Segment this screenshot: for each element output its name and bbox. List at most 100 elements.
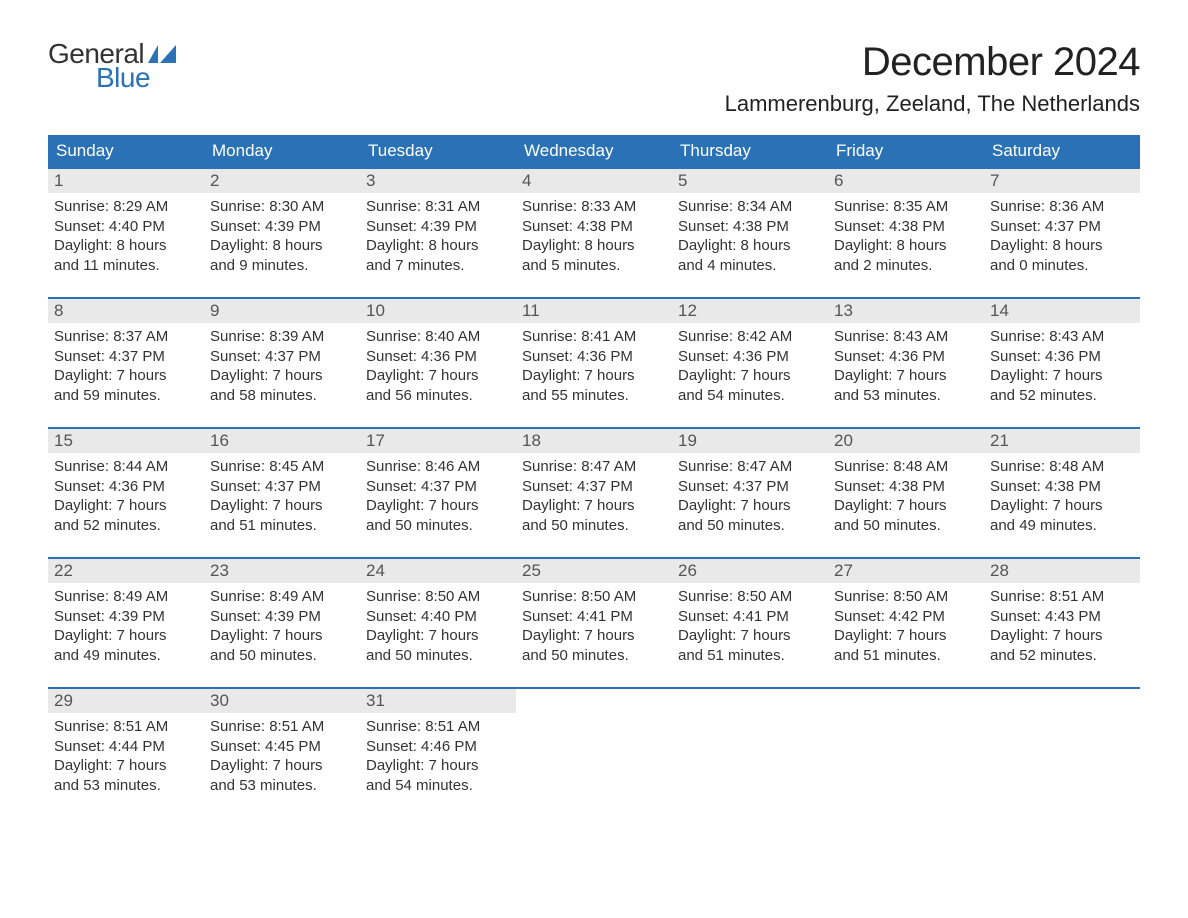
day-sunset: Sunset: 4:39 PM xyxy=(54,607,198,627)
day-cell: 17Sunrise: 8:46 AMSunset: 4:37 PMDayligh… xyxy=(360,429,516,539)
day-body: Sunrise: 8:48 AMSunset: 4:38 PMDaylight:… xyxy=(984,453,1140,535)
day-sunset: Sunset: 4:37 PM xyxy=(678,477,822,497)
day-number: 1 xyxy=(48,169,204,193)
day-body: Sunrise: 8:33 AMSunset: 4:38 PMDaylight:… xyxy=(516,193,672,275)
day-d1: Daylight: 8 hours xyxy=(522,236,666,256)
day-sunset: Sunset: 4:37 PM xyxy=(990,217,1134,237)
day-sunrise: Sunrise: 8:45 AM xyxy=(210,457,354,477)
day-cell: 26Sunrise: 8:50 AMSunset: 4:41 PMDayligh… xyxy=(672,559,828,669)
day-cell: 20Sunrise: 8:48 AMSunset: 4:38 PMDayligh… xyxy=(828,429,984,539)
day-sunset: Sunset: 4:39 PM xyxy=(366,217,510,237)
day-number: 21 xyxy=(984,429,1140,453)
day-body: Sunrise: 8:45 AMSunset: 4:37 PMDaylight:… xyxy=(204,453,360,535)
day-d1: Daylight: 8 hours xyxy=(210,236,354,256)
day-number: 30 xyxy=(204,689,360,713)
day-sunrise: Sunrise: 8:48 AM xyxy=(834,457,978,477)
day-sunset: Sunset: 4:37 PM xyxy=(522,477,666,497)
day-number: 26 xyxy=(672,559,828,583)
day-sunset: Sunset: 4:38 PM xyxy=(834,217,978,237)
logo: General Blue xyxy=(48,40,176,92)
day-d1: Daylight: 8 hours xyxy=(366,236,510,256)
day-sunset: Sunset: 4:36 PM xyxy=(366,347,510,367)
day-sunset: Sunset: 4:41 PM xyxy=(678,607,822,627)
day-cell: 27Sunrise: 8:50 AMSunset: 4:42 PMDayligh… xyxy=(828,559,984,669)
day-body: Sunrise: 8:49 AMSunset: 4:39 PMDaylight:… xyxy=(48,583,204,665)
day-body: Sunrise: 8:50 AMSunset: 4:40 PMDaylight:… xyxy=(360,583,516,665)
day-d2: and 0 minutes. xyxy=(990,256,1134,276)
day-d1: Daylight: 7 hours xyxy=(834,626,978,646)
day-sunset: Sunset: 4:37 PM xyxy=(210,477,354,497)
day-number: 5 xyxy=(672,169,828,193)
day-number: 28 xyxy=(984,559,1140,583)
day-sunrise: Sunrise: 8:35 AM xyxy=(834,197,978,217)
day-number: 7 xyxy=(984,169,1140,193)
dow-monday: Monday xyxy=(204,135,360,167)
day-d1: Daylight: 7 hours xyxy=(522,626,666,646)
day-cell: 2Sunrise: 8:30 AMSunset: 4:39 PMDaylight… xyxy=(204,169,360,279)
day-cell: 12Sunrise: 8:42 AMSunset: 4:36 PMDayligh… xyxy=(672,299,828,409)
dow-friday: Friday xyxy=(828,135,984,167)
week-row: 15Sunrise: 8:44 AMSunset: 4:36 PMDayligh… xyxy=(48,427,1140,539)
logo-text-blue: Blue xyxy=(96,64,176,92)
day-cell: 5Sunrise: 8:34 AMSunset: 4:38 PMDaylight… xyxy=(672,169,828,279)
week-row: 1Sunrise: 8:29 AMSunset: 4:40 PMDaylight… xyxy=(48,167,1140,279)
day-body: Sunrise: 8:39 AMSunset: 4:37 PMDaylight:… xyxy=(204,323,360,405)
day-sunrise: Sunrise: 8:51 AM xyxy=(54,717,198,737)
day-sunset: Sunset: 4:42 PM xyxy=(834,607,978,627)
day-d2: and 50 minutes. xyxy=(366,646,510,666)
day-sunset: Sunset: 4:41 PM xyxy=(522,607,666,627)
day-cell: 15Sunrise: 8:44 AMSunset: 4:36 PMDayligh… xyxy=(48,429,204,539)
day-cell: 9Sunrise: 8:39 AMSunset: 4:37 PMDaylight… xyxy=(204,299,360,409)
day-number: 16 xyxy=(204,429,360,453)
day-cell: 1Sunrise: 8:29 AMSunset: 4:40 PMDaylight… xyxy=(48,169,204,279)
day-number: 23 xyxy=(204,559,360,583)
day-body: Sunrise: 8:48 AMSunset: 4:38 PMDaylight:… xyxy=(828,453,984,535)
day-sunset: Sunset: 4:38 PM xyxy=(678,217,822,237)
day-body: Sunrise: 8:49 AMSunset: 4:39 PMDaylight:… xyxy=(204,583,360,665)
day-d2: and 50 minutes. xyxy=(834,516,978,536)
day-cell: 24Sunrise: 8:50 AMSunset: 4:40 PMDayligh… xyxy=(360,559,516,669)
day-number: 2 xyxy=(204,169,360,193)
day-d1: Daylight: 7 hours xyxy=(366,626,510,646)
day-sunset: Sunset: 4:38 PM xyxy=(990,477,1134,497)
day-d2: and 50 minutes. xyxy=(366,516,510,536)
week-row: 29Sunrise: 8:51 AMSunset: 4:44 PMDayligh… xyxy=(48,687,1140,799)
day-sunset: Sunset: 4:37 PM xyxy=(366,477,510,497)
day-number: 6 xyxy=(828,169,984,193)
day-d1: Daylight: 7 hours xyxy=(54,366,198,386)
day-sunrise: Sunrise: 8:50 AM xyxy=(366,587,510,607)
week-row: 8Sunrise: 8:37 AMSunset: 4:37 PMDaylight… xyxy=(48,297,1140,409)
day-number: 20 xyxy=(828,429,984,453)
day-d1: Daylight: 7 hours xyxy=(678,366,822,386)
day-cell: 18Sunrise: 8:47 AMSunset: 4:37 PMDayligh… xyxy=(516,429,672,539)
day-sunrise: Sunrise: 8:51 AM xyxy=(210,717,354,737)
day-body: Sunrise: 8:40 AMSunset: 4:36 PMDaylight:… xyxy=(360,323,516,405)
day-d2: and 7 minutes. xyxy=(366,256,510,276)
day-d2: and 52 minutes. xyxy=(990,646,1134,666)
day-number: 18 xyxy=(516,429,672,453)
day-cell: 30Sunrise: 8:51 AMSunset: 4:45 PMDayligh… xyxy=(204,689,360,799)
day-cell: 14Sunrise: 8:43 AMSunset: 4:36 PMDayligh… xyxy=(984,299,1140,409)
day-d2: and 50 minutes. xyxy=(522,646,666,666)
day-number: 4 xyxy=(516,169,672,193)
day-d1: Daylight: 7 hours xyxy=(210,626,354,646)
day-d1: Daylight: 7 hours xyxy=(54,756,198,776)
day-sunrise: Sunrise: 8:33 AM xyxy=(522,197,666,217)
day-d1: Daylight: 7 hours xyxy=(678,496,822,516)
day-d1: Daylight: 7 hours xyxy=(990,496,1134,516)
day-d2: and 59 minutes. xyxy=(54,386,198,406)
day-number: 8 xyxy=(48,299,204,323)
day-sunrise: Sunrise: 8:43 AM xyxy=(990,327,1134,347)
day-number: 13 xyxy=(828,299,984,323)
day-cell: 19Sunrise: 8:47 AMSunset: 4:37 PMDayligh… xyxy=(672,429,828,539)
day-sunset: Sunset: 4:36 PM xyxy=(678,347,822,367)
day-sunrise: Sunrise: 8:39 AM xyxy=(210,327,354,347)
day-cell xyxy=(516,689,672,799)
day-cell: 21Sunrise: 8:48 AMSunset: 4:38 PMDayligh… xyxy=(984,429,1140,539)
dow-sunday: Sunday xyxy=(48,135,204,167)
day-number: 10 xyxy=(360,299,516,323)
day-d1: Daylight: 7 hours xyxy=(366,496,510,516)
day-sunrise: Sunrise: 8:51 AM xyxy=(366,717,510,737)
day-sunset: Sunset: 4:45 PM xyxy=(210,737,354,757)
day-sunrise: Sunrise: 8:37 AM xyxy=(54,327,198,347)
